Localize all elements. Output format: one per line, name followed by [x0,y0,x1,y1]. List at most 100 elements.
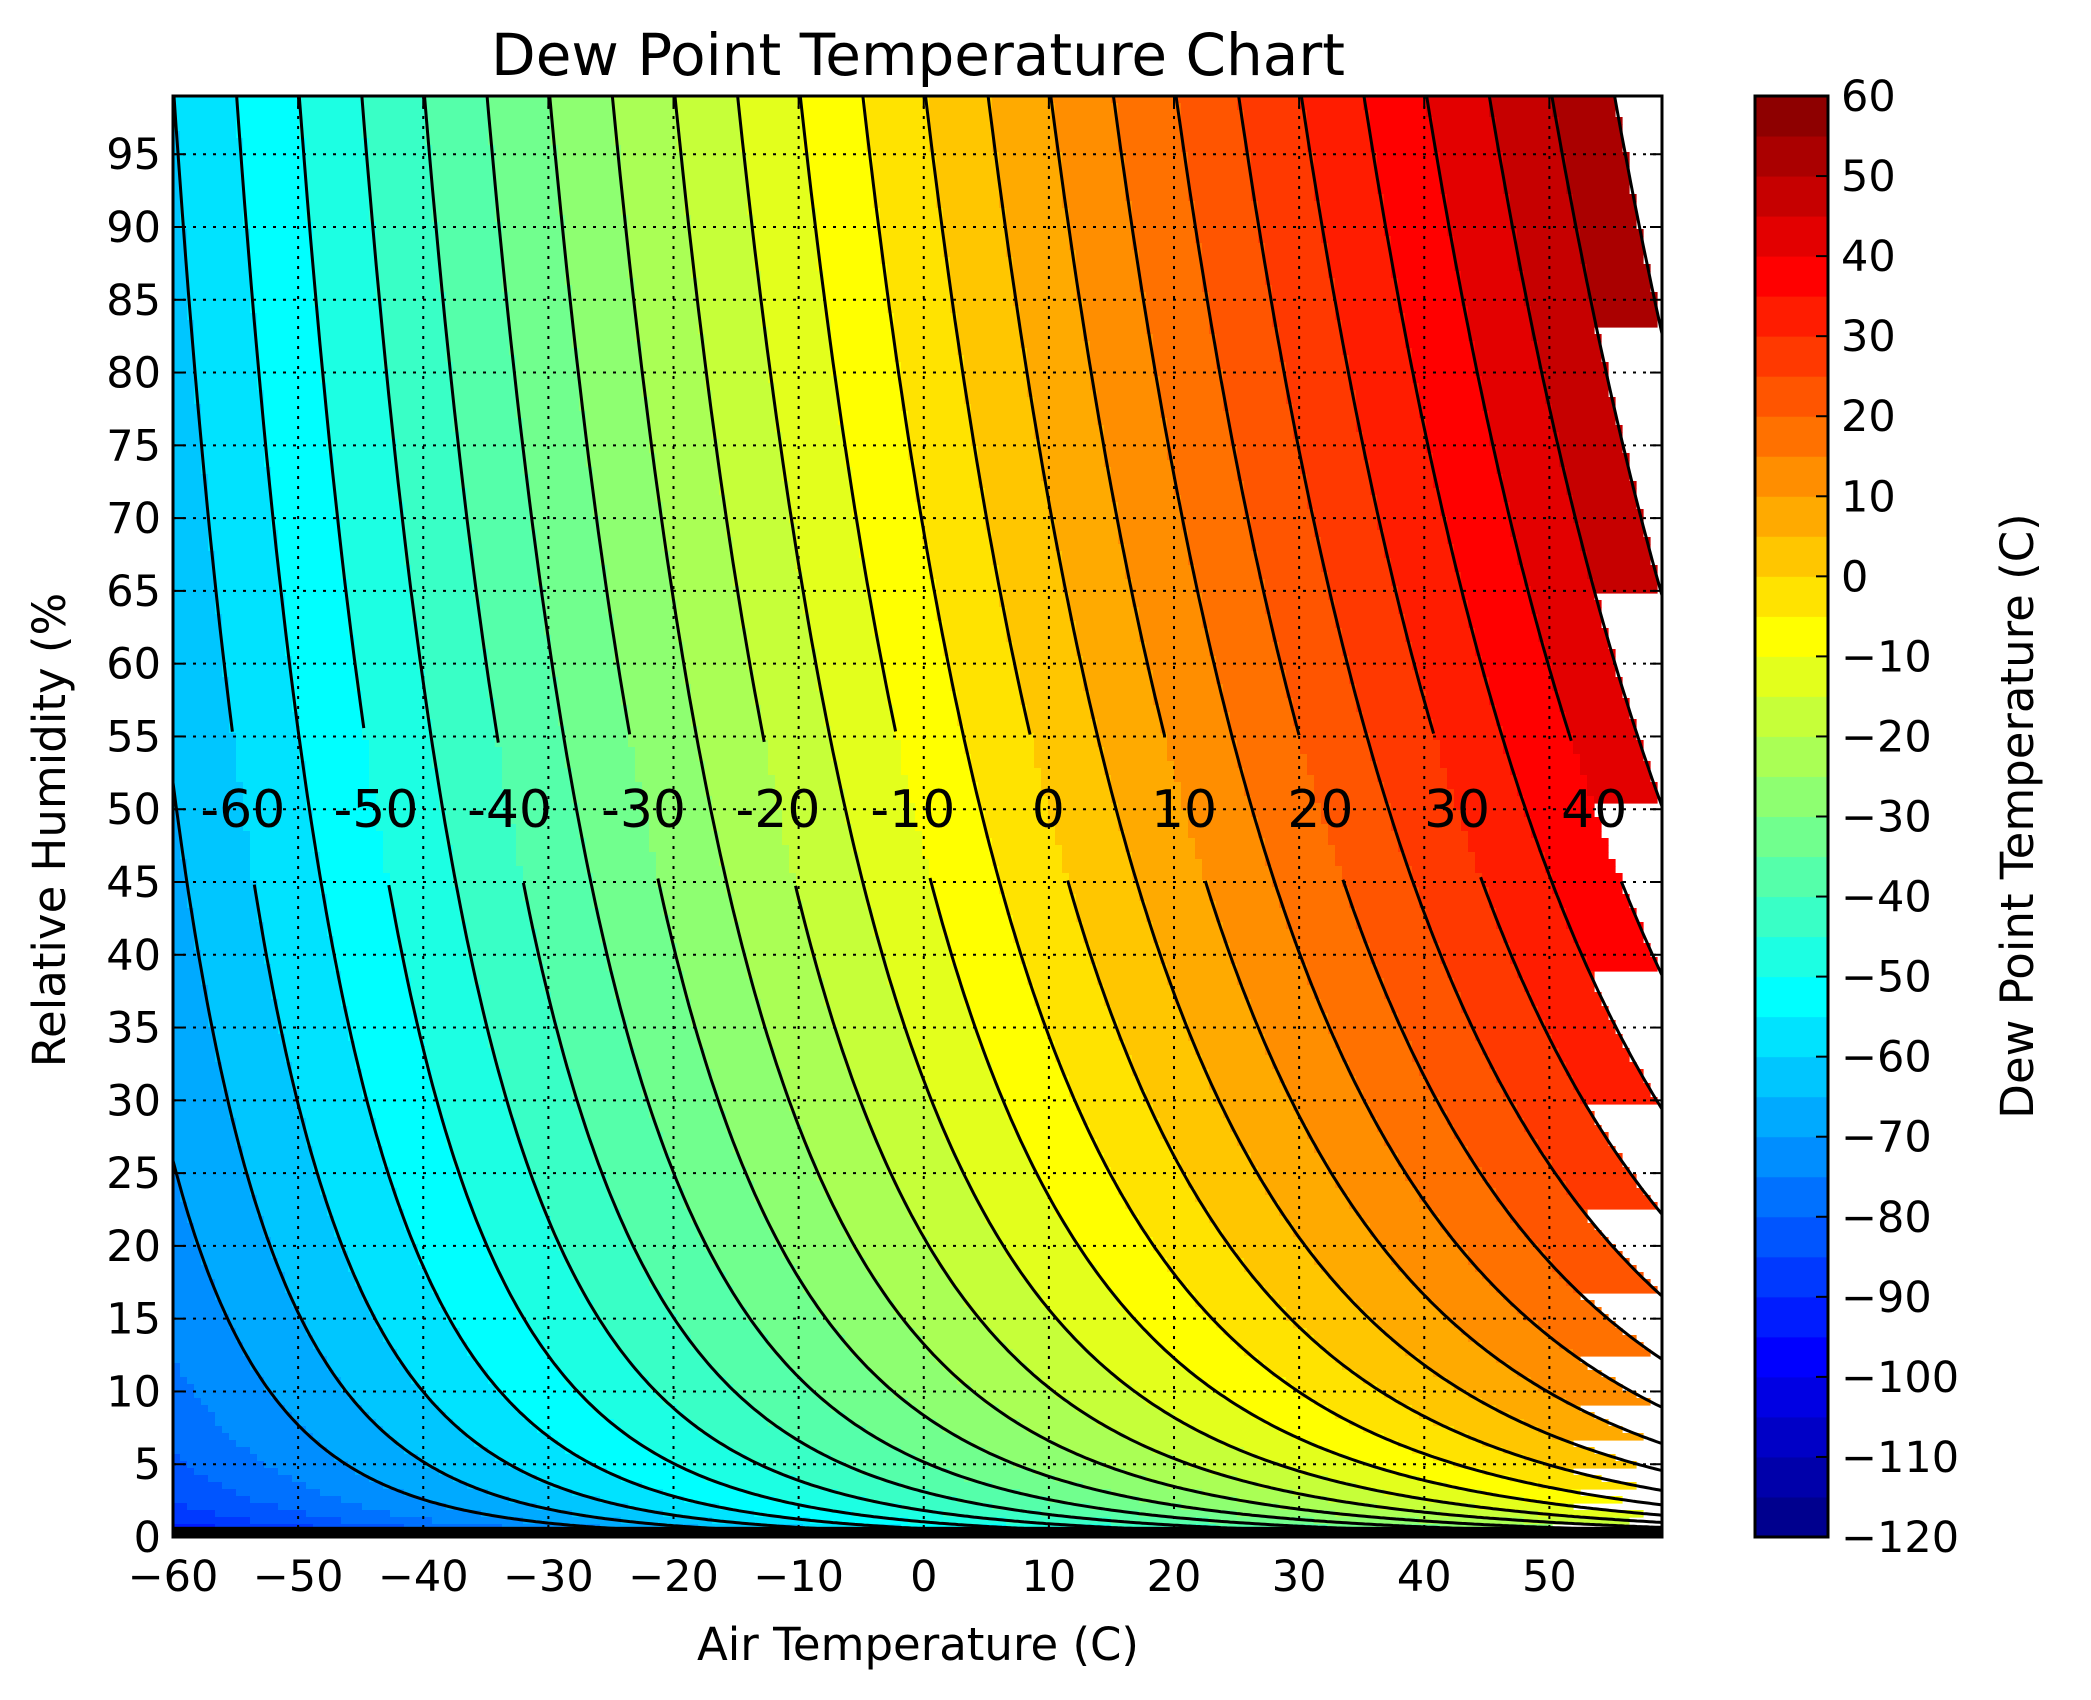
contour-band-cell [1188,1181,1266,1189]
contour-band-cell [187,1503,279,1511]
contour-band-cell [474,565,538,573]
contour-band-cell [446,1132,517,1140]
contour-band-cell [1048,495,1112,503]
contour-band-cell [1265,278,1336,286]
contour-band-cell [1230,418,1294,426]
contour-band-cell [376,803,440,811]
contour-band-cell [1055,110,1119,118]
contour-band-cell [880,649,944,657]
contour-band-cell [411,1006,482,1014]
contour-band-cell [922,1076,993,1084]
contour-band-cell [1160,726,1231,734]
contour-band-cell [628,1041,699,1049]
contour-band-cell [222,635,286,643]
contour-band-cell [418,1384,496,1392]
contour-band-cell [194,390,265,398]
contour-band-cell [1041,1006,1112,1014]
contour-band-cell [173,1377,188,1385]
contour-band-cell [719,439,783,447]
contour-band-cell [341,572,412,580]
contour-band-cell [684,187,748,195]
contour-band-cell [173,432,202,440]
contour-band-cell [1132,1062,1203,1070]
contour-band-cell [341,565,412,573]
contour-band-cell [635,1048,706,1056]
contour-band-cell [530,516,601,524]
contour-band-cell [614,103,678,111]
contour-band-cell [530,1160,601,1168]
contour-band-cell [1083,677,1154,685]
contour-band-cell [1258,1174,1336,1182]
contour-band-cell [320,1440,398,1448]
contour-band-cell [649,1384,734,1392]
contour-band-cell [1538,838,1609,846]
colorbar-swatch [1755,976,1828,1018]
contour-band-cell [1237,453,1301,461]
contour-band-cell [1426,922,1497,930]
contour-band-cell [985,810,1049,818]
contour-band-cell [936,152,1000,160]
contour-band-cell [894,313,958,321]
contour-band-cell [530,495,594,503]
contour-band-cell [1209,1468,1301,1476]
contour-band-cell [1237,1251,1315,1259]
contour-band-cell [796,1118,867,1126]
contour-band-cell [1181,782,1245,790]
contour-band-cell [1139,285,1203,293]
contour-band-cell [537,530,601,538]
contour-band-cell [1524,299,1595,307]
contour-band-cell [187,866,251,874]
contour-band-cell [411,586,475,594]
contour-band-cell [1020,341,1091,349]
contour-band-cell [1384,229,1448,237]
contour-band-cell [299,1090,363,1098]
contour-band-cell [663,502,727,510]
colorbar-swatch [1755,896,1828,938]
contour-band-cell [348,579,412,587]
contour-band-cell [1559,705,1630,713]
contour-band-cell [642,1083,713,1091]
contour-label: 40 [1561,780,1627,840]
contour-band-cell [1328,271,1392,279]
contour-band-cell [173,362,195,370]
contour-band-cell [747,635,811,643]
contour-band-cell [1538,1139,1609,1147]
contour-band-cell [1279,649,1343,657]
contour-band-cell [600,544,664,552]
contour-band-cell [1251,1160,1329,1168]
contour-band-cell [530,1174,608,1182]
contour-band-cell [285,628,349,636]
contour-band-cell [572,796,643,804]
contour-band-cell [684,1328,762,1336]
contour-band-cell [1293,936,1364,944]
contour-band-cell [1447,964,1518,972]
contour-band-cell [362,110,426,118]
contour-band-cell [299,1314,377,1322]
contour-band-cell [838,390,902,398]
contour-band-cell [1265,1034,1336,1042]
contour-band-cell [628,726,699,734]
contour-band-cell [250,271,314,279]
contour-band-cell [1566,1188,1644,1196]
contour-band-cell [656,873,727,881]
contour-band-cell [418,1244,489,1252]
contour-band-cell [439,1468,524,1476]
contour-band-cell [621,691,692,699]
contour-band-cell [866,1265,944,1273]
contour-band-cell [824,999,895,1007]
contour-band-cell [1118,810,1189,818]
contour-band-cell [1251,152,1315,160]
contour-band-cell [866,110,930,118]
contour-band-cell [348,1027,419,1035]
contour-band-cell [866,1363,944,1371]
contour-band-cell [495,733,566,741]
contour-band-cell [390,880,454,888]
contour-band-cell [376,789,440,797]
contour-band-cell [187,243,251,251]
contour-band-cell [1279,348,1343,356]
contour-band-cell [1594,313,1658,321]
contour-band-cell [1146,901,1217,909]
contour-band-cell [173,670,223,678]
contour-band-cell [1153,936,1224,944]
contour-band-cell [1454,1384,1539,1392]
